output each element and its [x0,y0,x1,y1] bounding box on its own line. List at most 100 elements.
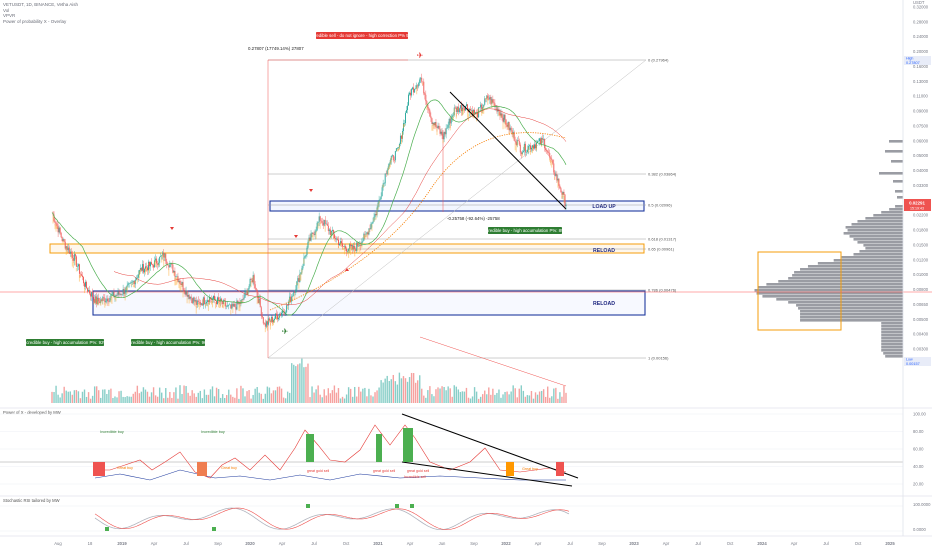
volume-bar [171,397,173,403]
price-tick-label: 0.09000 [913,109,929,114]
volume-bar [95,386,98,403]
time-tick-label: 2020 [245,541,255,546]
candle-body [305,254,307,257]
stoch-line [94,507,570,530]
candle-body [505,119,507,125]
candle-body [231,303,233,309]
candle-body [230,304,232,309]
overlay-glow [232,307,234,314]
time-tick-label: Apr [151,541,158,546]
time-tick-label: Sep [214,541,222,546]
volume-bar [114,396,116,403]
volume-bar [427,390,429,403]
stoch-cross-marker [306,504,310,508]
candle-body [86,281,87,289]
overlay-glow [373,217,375,222]
candle-body [171,263,173,265]
candle-body [343,246,344,247]
indicator-overlay[interactable]: Power of probability X - Overlay [3,18,67,24]
stoch-signal [94,507,570,530]
vpvr-bar [879,172,903,175]
volume-bar [130,396,132,403]
volume-bar [236,388,238,403]
volume-bar [510,391,512,403]
candle-body [563,192,565,195]
candle-body [550,157,552,159]
load-up-zone [269,200,645,212]
candle-body [206,300,208,302]
candle-body [519,144,521,153]
candle-body [101,299,103,301]
candle-body [524,143,526,153]
volume-bar [61,393,63,403]
candle-body [306,247,308,255]
overlay-glow [74,257,76,266]
dotted-trend [269,132,567,311]
candle-body [403,123,404,132]
symbol-title[interactable]: VETUSDT, 1D, BINANCE, Vetha Aish [3,2,79,7]
candle-body [122,289,124,295]
overlay-glow [388,164,390,170]
candle-body [107,298,109,302]
overlay-glow [266,325,268,331]
time-tick-label: 2022 [501,541,511,546]
candle-body [56,223,58,226]
candle-body [310,233,312,241]
candle-body [542,138,544,140]
overlay-glow [126,286,128,294]
candle-body [195,300,197,305]
overlay-glow [139,269,141,274]
stoch-tick-label: 0.0000 [913,527,926,532]
candle-body [63,239,65,242]
volume-bar [319,394,321,403]
candle-body [213,295,214,299]
indicator-vol[interactable]: Vol [3,7,10,13]
candle-body [222,301,224,305]
overlay-glow [366,233,368,238]
power-histogram-block [403,428,413,462]
overlay-glow [514,143,516,151]
volume-bar [87,392,90,403]
overlay-glow [163,258,165,267]
candle-body [467,104,468,109]
overlay-glow [371,224,373,232]
candle-body [298,278,300,283]
vpvr-bar [792,274,903,277]
overlay-glow [357,247,359,252]
overlay-glow [247,290,249,297]
candle-body [243,297,245,300]
candle-body [439,129,441,134]
time-tick-label: Oct [727,541,734,546]
volume-bar [226,395,228,403]
candle-body [513,132,515,141]
overlay-glow [315,231,317,240]
indicator-vpvr[interactable]: VPVR [3,13,16,19]
candle-body [68,247,70,254]
candle-body [162,252,164,256]
candle-body [463,108,465,111]
candle-body [176,276,178,277]
candle-body [245,290,247,292]
candle-body [88,290,90,292]
candle-body [72,258,74,261]
volume-bar [57,394,59,403]
vpvr-bar [800,316,903,319]
candle-body [320,220,322,222]
volume-bar [154,395,157,403]
time-tick-label: Apr [535,541,542,546]
candle-body [428,108,430,111]
candle-body [93,297,95,299]
candle-body [225,301,227,307]
volume-bar [276,386,279,403]
volume-bar [329,393,332,403]
candle-body [368,228,370,235]
time-tick-label: Jul [695,541,700,546]
overlay-glow [449,124,451,131]
candle-body [277,315,278,320]
candle-body [143,268,145,273]
time-tick-label: Jul [183,541,188,546]
candle-body [430,116,432,119]
candle-body [312,232,314,235]
candle-body [263,323,265,324]
